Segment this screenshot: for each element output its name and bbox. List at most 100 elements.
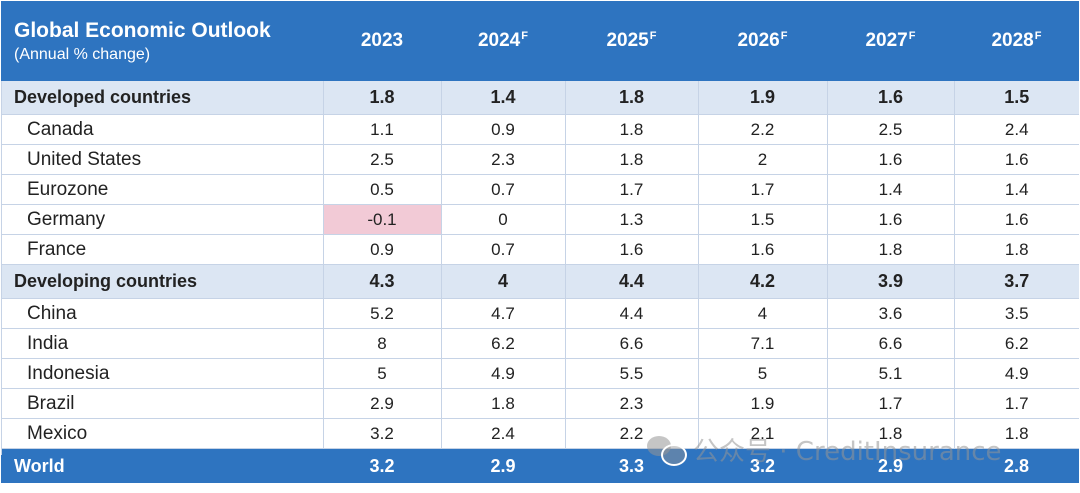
forecast-marker: F: [1034, 30, 1042, 42]
value-cell: 0.9: [323, 234, 442, 265]
forecast-marker: F: [908, 30, 916, 42]
column-year: 2024: [477, 30, 521, 51]
country-row: France 0.9 0.7 1.6 1.6 1.8 1.8: [1, 234, 1079, 265]
value-cell: 3.2: [323, 448, 441, 483]
value-cell: 1.8: [954, 418, 1079, 449]
country-row: Germany -0.1 0 1.3 1.5 1.6 1.6: [1, 204, 1079, 235]
value-cell: 2.5: [323, 144, 442, 175]
value-cell: 1.8: [441, 388, 566, 419]
country-row: Eurozone 0.5 0.7 1.7 1.7 1.4 1.4: [1, 174, 1079, 205]
value-cell: 2.2: [698, 114, 828, 145]
column-header-4: 2027F: [827, 1, 954, 81]
table-header-row: Global Economic Outlook (Annual % change…: [1, 1, 1079, 81]
country-row: Indonesia 5 4.9 5.5 5 5.1 4.9: [1, 358, 1079, 389]
value-cell: 1.6: [954, 204, 1079, 235]
value-cell: 6.6: [565, 328, 699, 359]
country-row-label: Germany: [1, 204, 324, 235]
value-cell: 0.7: [441, 174, 566, 205]
value-cell: 1.8: [565, 144, 699, 175]
value-cell: 1.7: [954, 388, 1079, 419]
value-cell: 1.6: [827, 204, 955, 235]
value-cell: 4.7: [441, 298, 566, 329]
value-cell: 2.3: [565, 388, 699, 419]
value-cell: 5: [323, 358, 442, 389]
world-row-label: World: [1, 448, 323, 483]
value-cell: 5.1: [827, 358, 955, 389]
value-cell: 1.6: [565, 234, 699, 265]
country-row: Canada 1.1 0.9 1.8 2.2 2.5 2.4: [1, 114, 1079, 145]
value-cell: 6.6: [827, 328, 955, 359]
value-cell: 2.1: [698, 418, 828, 449]
country-row: China 5.2 4.7 4.4 4 3.6 3.5: [1, 298, 1079, 329]
value-cell: 1.3: [565, 204, 699, 235]
value-cell: 8: [323, 328, 442, 359]
value-cell: 5: [698, 358, 828, 389]
value-cell: 3.7: [954, 264, 1079, 299]
value-cell: 1.9: [698, 388, 828, 419]
value-cell: 1.8: [565, 114, 699, 145]
value-cell: 4: [441, 264, 566, 299]
table-left-border: [1, 81, 2, 455]
value-cell: 1.6: [698, 234, 828, 265]
value-cell: 4.9: [441, 358, 566, 389]
table-subtitle: (Annual % change): [14, 45, 151, 63]
country-row-label: France: [1, 234, 324, 265]
world-row: World 3.2 2.9 3.3 3.2 2.9 2.8: [1, 448, 1079, 483]
forecast-marker: F: [521, 30, 528, 42]
country-row-label: Brazil: [1, 388, 324, 419]
column-header-1: 2024F: [441, 1, 565, 81]
value-cell: 1.4: [827, 174, 955, 205]
value-cell: 4.3: [323, 264, 442, 299]
value-cell: 6.2: [441, 328, 566, 359]
value-cell: 1.4: [441, 81, 566, 115]
value-cell: 0.9: [441, 114, 566, 145]
value-cell: 1.8: [827, 234, 955, 265]
group-row: Developing countries 4.3 4 4.4 4.2 3.9 3.7: [1, 264, 1079, 299]
forecast-marker: F: [649, 30, 657, 42]
value-cell: 1.9: [698, 81, 828, 115]
country-row-label: China: [1, 298, 324, 329]
group-row-label: Developed countries: [1, 81, 324, 115]
country-row: India 8 6.2 6.6 7.1 6.6 6.2: [1, 328, 1079, 359]
value-cell: 1.6: [827, 81, 955, 115]
country-row: United States 2.5 2.3 1.8 2 1.6 1.6: [1, 144, 1079, 175]
column-header-2: 2025F: [565, 1, 698, 81]
value-cell: 2.9: [827, 448, 954, 483]
value-cell: 1.4: [954, 174, 1079, 205]
table-title-cell: Global Economic Outlook (Annual % change…: [1, 1, 323, 81]
column-year: 2028: [991, 30, 1034, 51]
economic-outlook-table: Global Economic Outlook (Annual % change…: [1, 1, 1079, 483]
value-cell: 2.5: [827, 114, 955, 145]
value-cell: 1.5: [698, 204, 828, 235]
value-cell: -0.1: [323, 204, 442, 235]
value-cell: 3.5: [954, 298, 1079, 329]
country-row-label: India: [1, 328, 324, 359]
column-year: 2025: [606, 30, 649, 51]
column-header-5: 2028F: [954, 1, 1079, 81]
group-row: Developed countries 1.8 1.4 1.8 1.9 1.6 1.5: [1, 81, 1079, 115]
value-cell: 3.2: [698, 448, 827, 483]
value-cell: 1.7: [698, 174, 828, 205]
value-cell: 1.8: [323, 81, 442, 115]
value-cell: 1.8: [827, 418, 955, 449]
value-cell: 1.7: [827, 388, 955, 419]
value-cell: 1.6: [827, 144, 955, 175]
value-cell: 3.2: [323, 418, 442, 449]
value-cell: 2.9: [441, 448, 565, 483]
column-year: 2023: [360, 30, 404, 51]
country-row-label: Indonesia: [1, 358, 324, 389]
country-row: Brazil 2.9 1.8 2.3 1.9 1.7 1.7: [1, 388, 1079, 419]
country-row: Mexico 3.2 2.4 2.2 2.1 1.8 1.8: [1, 418, 1079, 449]
value-cell: 2.4: [954, 114, 1079, 145]
column-year: 2027: [865, 30, 908, 51]
value-cell: 5.5: [565, 358, 699, 389]
value-cell: 3.3: [565, 448, 698, 483]
value-cell: 3.9: [827, 264, 955, 299]
value-cell: 1.7: [565, 174, 699, 205]
value-cell: 1.1: [323, 114, 442, 145]
value-cell: 1.5: [954, 81, 1079, 115]
value-cell: 4.4: [565, 298, 699, 329]
value-cell: 4.9: [954, 358, 1079, 389]
country-row-label: Eurozone: [1, 174, 324, 205]
group-row-label: Developing countries: [1, 264, 324, 299]
